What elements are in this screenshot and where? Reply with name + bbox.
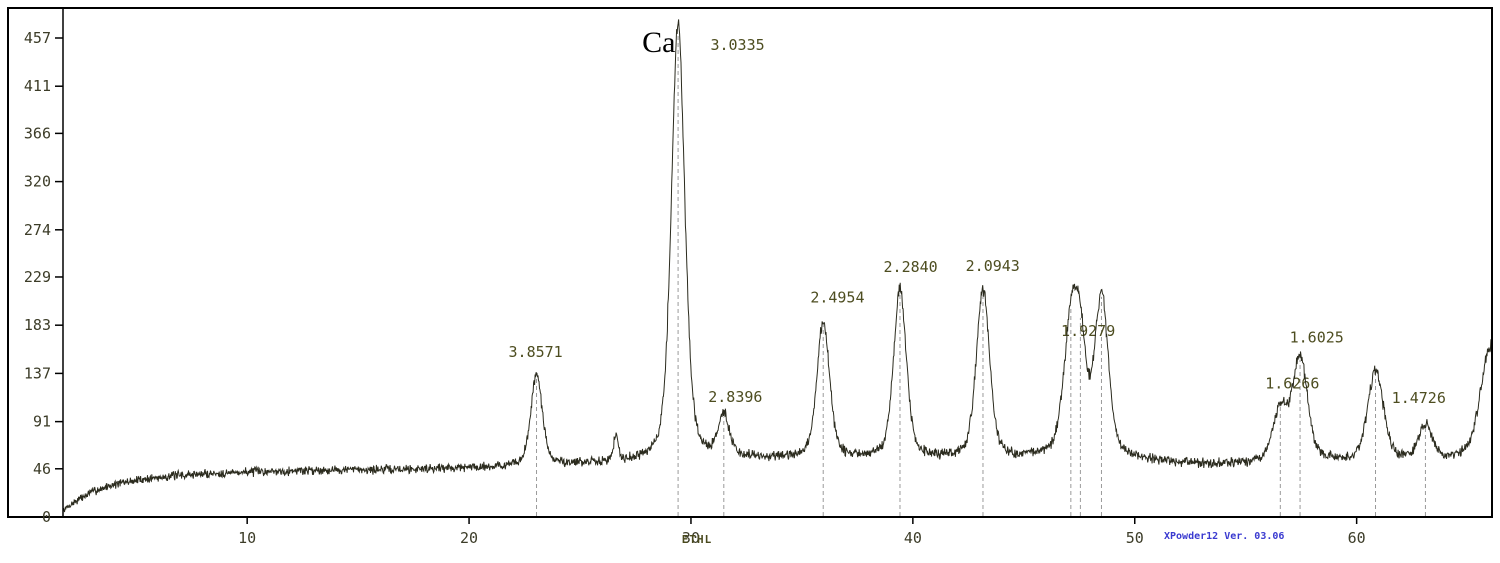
y-tick-label: 0 [42, 508, 51, 526]
peak-d-label: 2.0943 [966, 257, 1020, 275]
peak-d-label: 2.8396 [708, 388, 762, 406]
y-tick-label: 137 [24, 364, 51, 382]
x-tick-label: 50 [1126, 529, 1144, 547]
x-tick-label: 60 [1348, 529, 1366, 547]
peak-d-label: 1.6025 [1290, 328, 1344, 346]
y-tick-label: 274 [24, 221, 51, 239]
y-tick-label: 46 [33, 460, 51, 478]
y-tick-label: 229 [24, 268, 51, 286]
x-tick-label: 30 [682, 529, 700, 547]
software-version-watermark: XPowder12 Ver. 03.06 [1164, 531, 1285, 542]
x-tick-label: 40 [904, 529, 922, 547]
y-tick-label: 91 [33, 413, 51, 431]
y-tick-label: 320 [24, 173, 51, 191]
xrd-trace [62, 19, 1493, 513]
y-tick-label: 183 [24, 316, 51, 334]
x-tick-label: 10 [238, 529, 256, 547]
peak-d-label: 3.0335 [710, 36, 764, 54]
peak-d-label: 3.8571 [509, 343, 563, 361]
x-axis-sublabel: ETHL [681, 533, 713, 546]
peak-d-label: 1.4726 [1392, 389, 1446, 407]
phase-label-ca: Ca [642, 26, 675, 59]
y-tick-label: 366 [24, 124, 51, 142]
peak-d-label: 2.4954 [810, 288, 864, 306]
peak-d-label: 1.9279 [1061, 322, 1115, 340]
x-tick-label: 20 [460, 529, 478, 547]
y-tick-label: 457 [24, 29, 51, 47]
peak-d-label: 2.2840 [884, 258, 938, 276]
plot-frame [7, 7, 1493, 518]
y-tick-label: 411 [24, 77, 51, 95]
